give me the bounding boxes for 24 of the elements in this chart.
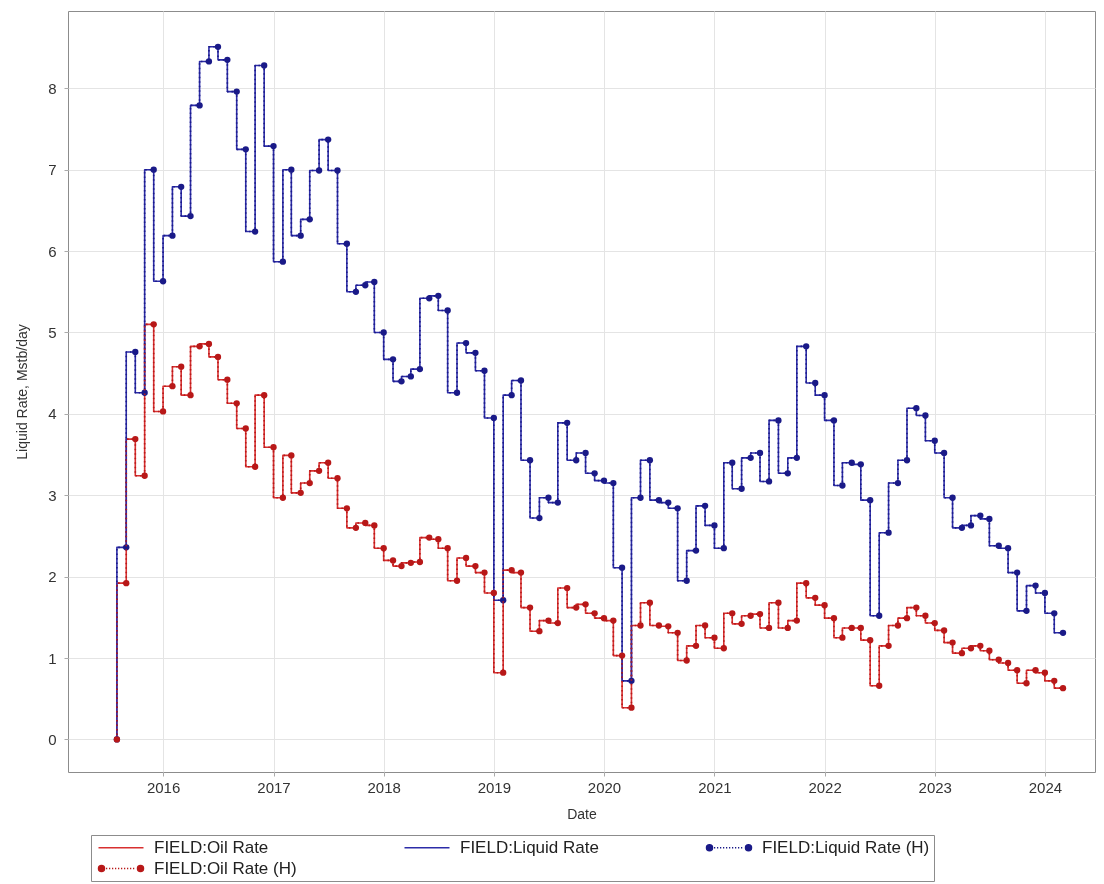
y-tick-label: 0	[48, 730, 57, 748]
legend-label: FIELD:Liquid Rate (H)	[762, 837, 930, 857]
legend-label: FIELD:Oil Rate (H)	[154, 858, 297, 878]
y-tick-label: 3	[48, 486, 57, 504]
y-tick-label: 4	[48, 405, 57, 423]
y-tick-label: 8	[48, 79, 57, 97]
legend-label: FIELD:Liquid Rate	[460, 837, 599, 857]
y-tick-label: 2	[48, 568, 57, 586]
y-tick-label: 1	[48, 649, 57, 667]
y-tick-label: 5	[48, 323, 57, 341]
x-tick-label: 2024	[1028, 778, 1063, 796]
x-tick-label: 2018	[367, 778, 401, 796]
x-axis-title: Date	[567, 805, 597, 822]
y-axis-title: Liquid Rate, Mstb/day	[14, 324, 31, 460]
legend-label: FIELD:Oil Rate	[154, 837, 269, 857]
x-tick-label: 2016	[146, 778, 181, 796]
x-tick-label: 2019	[477, 778, 512, 796]
y-tick-label: 7	[48, 161, 57, 179]
x-tick-label: 2021	[698, 778, 732, 796]
x-tick-label: 2022	[808, 778, 842, 796]
x-tick-label: 2020	[587, 778, 622, 796]
x-tick-label: 2023	[918, 778, 952, 796]
x-tick-label: 2017	[257, 778, 291, 796]
y-tick-label: 6	[48, 242, 57, 260]
